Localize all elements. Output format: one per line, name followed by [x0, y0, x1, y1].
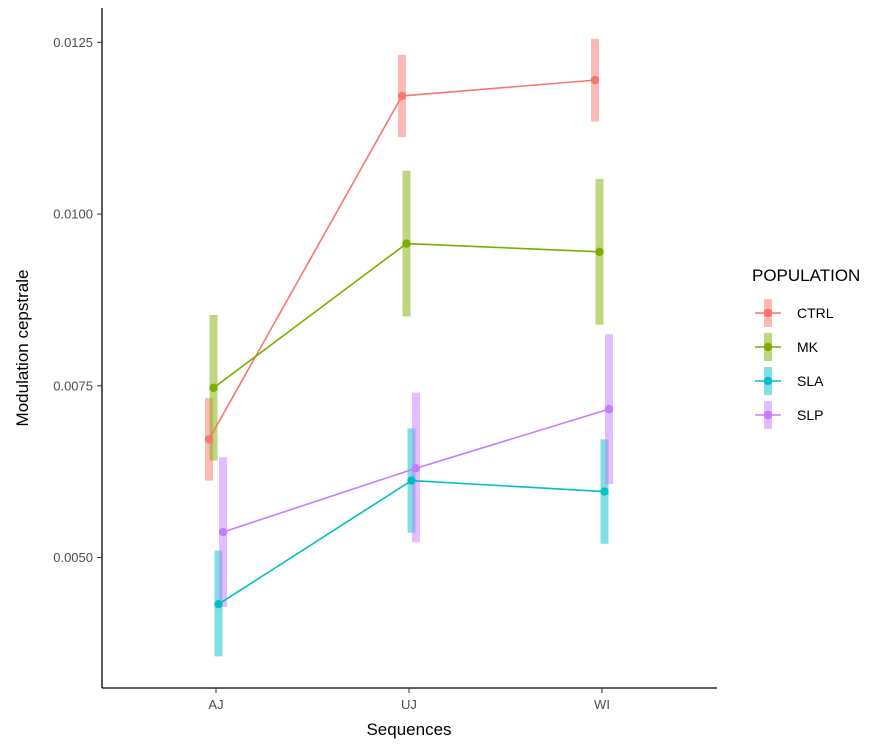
- x-tick-label: UJ: [401, 697, 417, 712]
- x-tick-label: WI: [594, 697, 610, 712]
- legend-key-point-sla: [763, 376, 773, 386]
- legend-label-slp: SLP: [797, 407, 823, 423]
- point-sla-aj: [214, 600, 223, 609]
- x-tick-label: AJ: [208, 697, 223, 712]
- error-bars: [205, 38, 613, 657]
- x-axis-ticks: AJ UJ WI: [208, 688, 610, 712]
- y-tick-label: 0.0100: [53, 207, 93, 222]
- point-slp-uj: [411, 464, 421, 473]
- legend-key-point-slp: [763, 410, 773, 420]
- data-points: [204, 75, 614, 609]
- point-ctrl-wi: [590, 75, 600, 85]
- point-ctrl-aj: [204, 435, 214, 444]
- legend-key-point-ctrl: [763, 308, 773, 318]
- point-mk-wi: [595, 247, 604, 257]
- legend-title: POPULATION: [752, 266, 860, 285]
- point-slp-wi: [604, 404, 614, 414]
- point-ctrl-uj: [397, 91, 407, 101]
- legend-label-sla: SLA: [797, 373, 824, 389]
- point-mk-aj: [209, 383, 218, 393]
- point-slp-aj: [218, 527, 228, 537]
- y-tick-label: 0.0125: [53, 35, 93, 50]
- legend-label-ctrl: CTRL: [797, 305, 834, 321]
- y-tick-label: 0.0050: [53, 550, 93, 565]
- y-tick-label: 0.0075: [53, 378, 93, 393]
- legend-key-point-mk: [763, 342, 773, 352]
- legend-label-mk: MK: [797, 339, 819, 355]
- legend: POPULATION CTRL MK SLA SLP: [752, 266, 860, 429]
- point-sla-wi: [600, 487, 609, 496]
- y-axis-title: Modulation cepstrale: [13, 270, 32, 427]
- point-sla-uj: [407, 476, 416, 485]
- x-axis-title: Sequences: [366, 720, 451, 739]
- point-mk-uj: [402, 239, 411, 248]
- y-axis-ticks: 0.0050 0.0075 0.0100 0.0125: [53, 35, 102, 565]
